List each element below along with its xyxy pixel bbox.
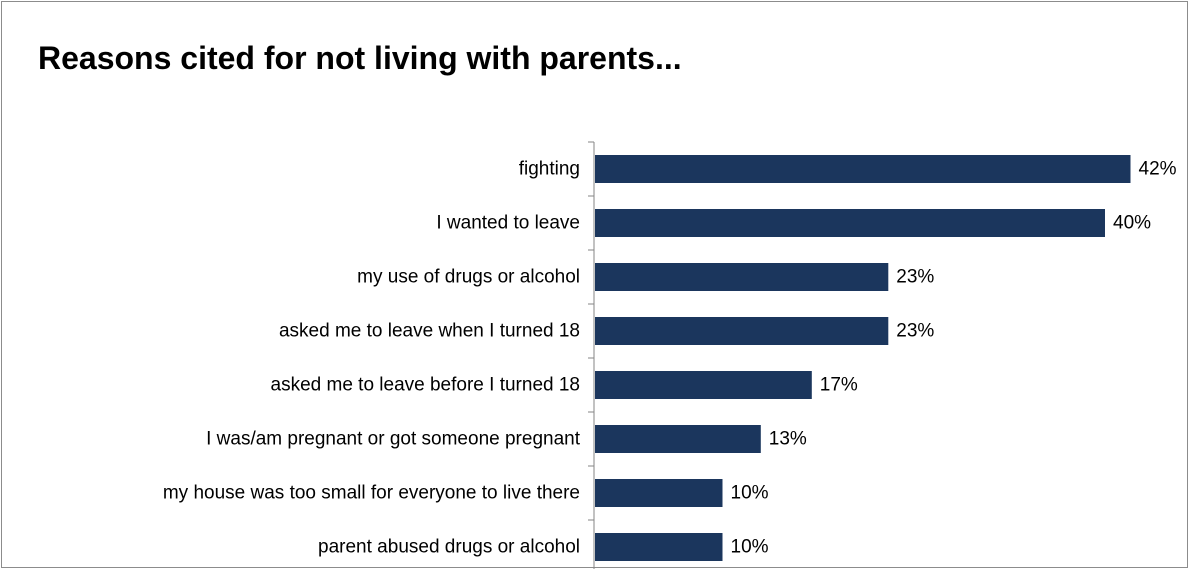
value-label: 13%	[769, 429, 807, 450]
value-label: 40%	[1113, 213, 1151, 234]
bars	[595, 155, 1131, 561]
value-label: 42%	[1139, 159, 1177, 180]
bar	[595, 317, 888, 345]
category-label: fighting	[519, 159, 580, 180]
category-label: my use of drugs or alcohol	[357, 267, 580, 288]
category-label: asked me to leave when I turned 18	[279, 321, 580, 342]
bar	[595, 263, 888, 291]
bar	[595, 479, 723, 507]
bar	[595, 425, 761, 453]
value-label: 17%	[820, 375, 858, 396]
category-axis	[588, 142, 594, 569]
bar	[595, 533, 723, 561]
value-label: 10%	[731, 483, 769, 504]
category-label: I wanted to leave	[436, 213, 580, 234]
bar	[595, 209, 1105, 237]
category-label: my house was too small for everyone to l…	[163, 483, 580, 504]
value-label: 10%	[731, 537, 769, 558]
category-label: asked me to leave before I turned 18	[271, 375, 580, 396]
value-label: 23%	[896, 321, 934, 342]
category-label: parent abused drugs or alcohol	[318, 537, 580, 558]
bar	[595, 371, 812, 399]
value-label: 23%	[896, 267, 934, 288]
category-label: I was/am pregnant or got someone pregnan…	[206, 429, 581, 450]
bar	[595, 155, 1131, 183]
